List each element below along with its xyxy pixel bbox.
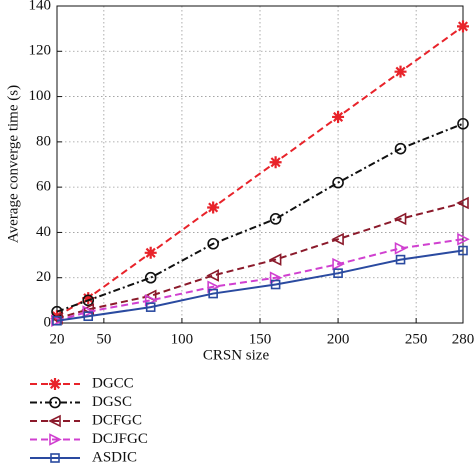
marker xyxy=(333,268,343,278)
marker xyxy=(269,213,282,225)
y-tick-label: 100 xyxy=(29,88,52,104)
x-tick-label: 200 xyxy=(327,331,350,347)
marker xyxy=(48,414,61,428)
y-tick-label: 20 xyxy=(36,269,51,285)
marker xyxy=(456,196,469,210)
y-tick-label: 120 xyxy=(29,43,52,59)
marker xyxy=(394,142,407,155)
y-tick-label: 0 xyxy=(44,314,52,330)
marker xyxy=(458,245,468,256)
marker xyxy=(331,232,344,246)
x-axis-label: CRSN size xyxy=(203,347,270,363)
y-axis-label: Average converge time (s) xyxy=(5,85,21,243)
marker xyxy=(457,232,470,246)
marker xyxy=(49,396,61,409)
x-tick-label: 250 xyxy=(405,331,428,347)
marker xyxy=(393,212,407,226)
x-tick-label: 50 xyxy=(96,331,111,347)
y-tick-label: 140 xyxy=(29,0,52,13)
marker xyxy=(270,279,281,290)
marker xyxy=(269,156,282,169)
marker xyxy=(332,257,345,271)
x-tick-label: 100 xyxy=(171,331,194,347)
marker xyxy=(207,237,219,250)
x-tick-label: 150 xyxy=(249,331,272,347)
y-tick-label: 40 xyxy=(36,224,51,240)
marker xyxy=(82,305,96,318)
x-tick-label: 280 xyxy=(452,331,474,347)
series-line xyxy=(56,249,464,322)
marker xyxy=(144,246,157,259)
marker xyxy=(206,269,219,282)
marker xyxy=(83,311,94,322)
marker xyxy=(51,314,64,328)
marker xyxy=(457,117,469,130)
marker xyxy=(52,315,62,326)
series-line xyxy=(56,25,464,318)
marker xyxy=(208,288,218,299)
plot-frame xyxy=(56,5,464,324)
marker xyxy=(144,271,157,284)
marker xyxy=(457,20,469,33)
marker xyxy=(394,241,408,255)
marker xyxy=(394,65,407,78)
marker xyxy=(145,302,156,312)
legend-label: ASDIC xyxy=(92,449,137,465)
marker xyxy=(50,453,60,463)
legend-label: DGCC xyxy=(92,375,134,391)
series-line xyxy=(56,202,464,320)
marker xyxy=(332,176,344,189)
legend-label: DCFGC xyxy=(92,412,142,428)
marker xyxy=(82,294,95,307)
y-tick-label: 80 xyxy=(36,133,51,149)
x-tick-label: 20 xyxy=(50,331,65,347)
legend-label: DCJFGC xyxy=(92,431,148,447)
marker xyxy=(268,253,282,266)
marker xyxy=(332,110,345,123)
marker xyxy=(49,378,61,390)
series-line xyxy=(56,238,464,322)
y-tick-label: 60 xyxy=(36,179,51,195)
marker xyxy=(395,254,406,265)
marker xyxy=(82,292,95,305)
marker xyxy=(49,433,62,446)
legend-label: DGSC xyxy=(92,394,132,410)
marker xyxy=(207,201,220,214)
